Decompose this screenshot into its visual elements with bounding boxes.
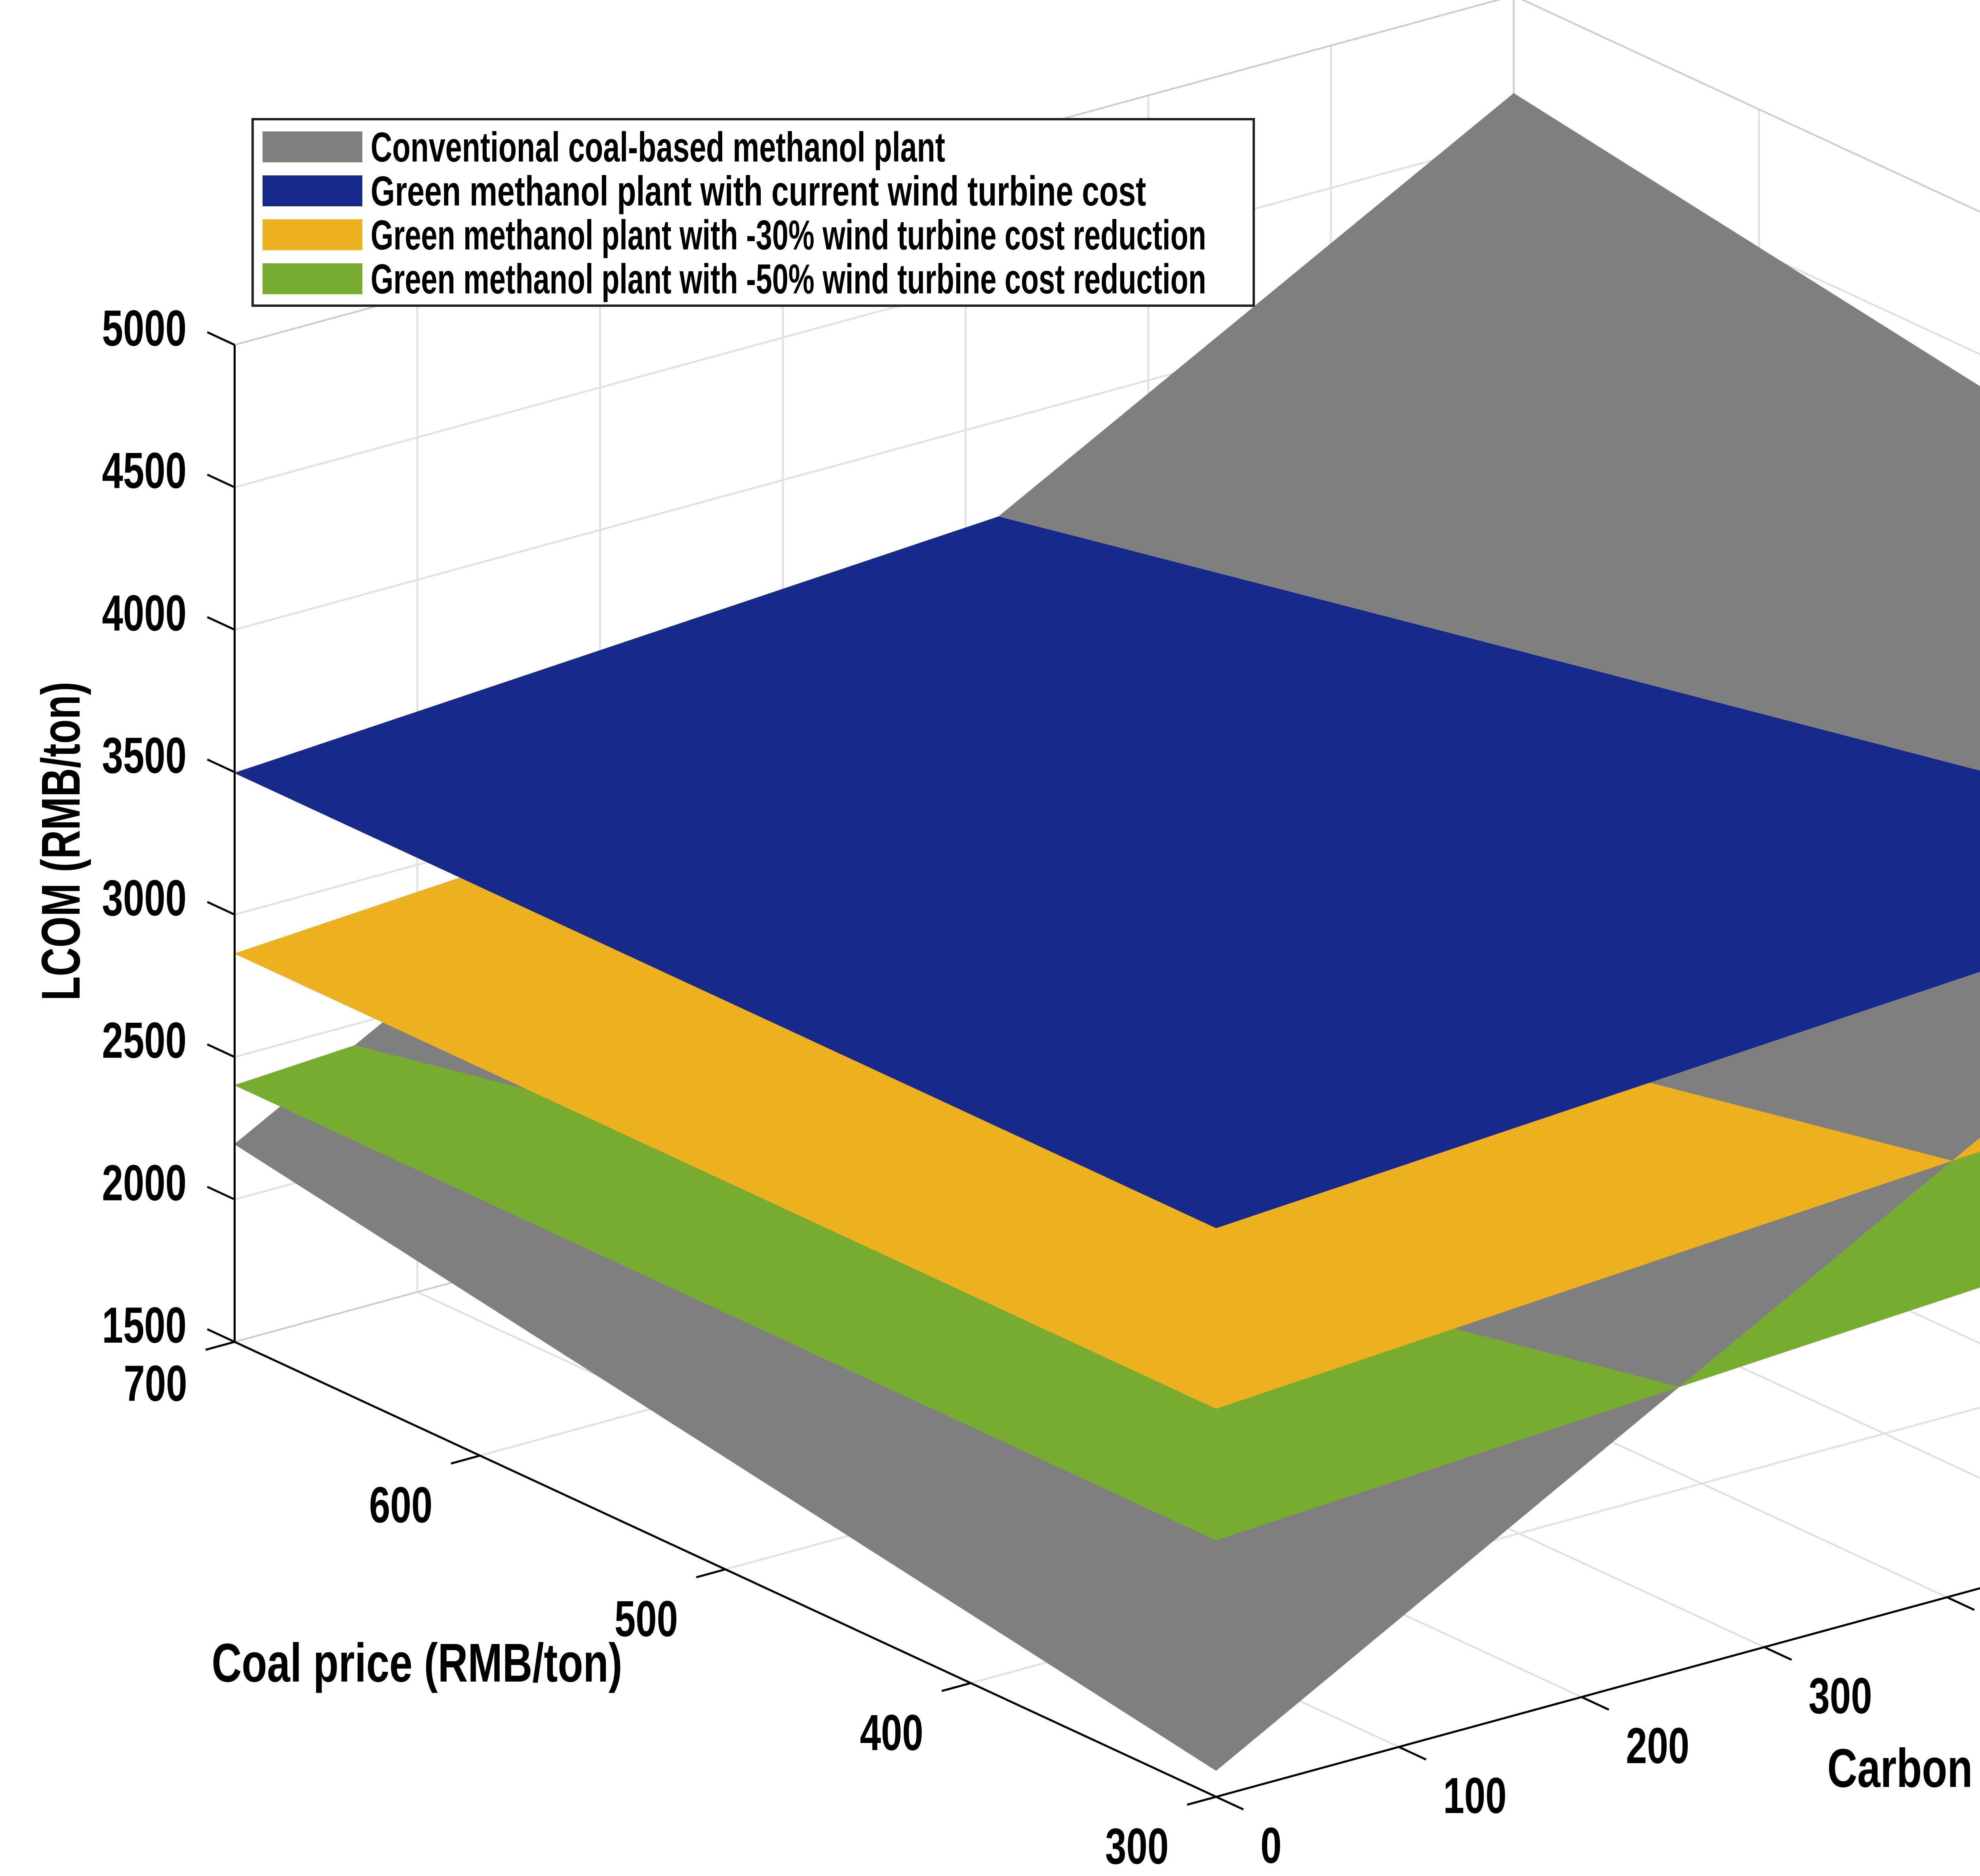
svg-text:300: 300 (1809, 1668, 1872, 1724)
svg-text:Green methanol plant with curr: Green methanol plant with current wind t… (371, 167, 1146, 215)
svg-text:2000: 2000 (102, 1155, 187, 1211)
svg-text:500: 500 (615, 1591, 678, 1647)
svg-text:3000: 3000 (102, 870, 187, 927)
svg-text:4500: 4500 (102, 442, 187, 499)
svg-text:1500: 1500 (102, 1297, 187, 1354)
svg-text:Carbon tax (RMB/tonCO2): Carbon tax (RMB/tonCO2) (1827, 1737, 1980, 1798)
svg-text:100: 100 (1443, 1768, 1506, 1824)
svg-text:3500: 3500 (102, 727, 187, 784)
svg-text:200: 200 (1626, 1718, 1689, 1774)
svg-text:300: 300 (1105, 1818, 1169, 1874)
svg-text:LCOM (RMB/ton): LCOM (RMB/ton) (30, 682, 91, 1001)
svg-text:Green methanol plant with -30%: Green methanol plant with -30% wind turb… (371, 212, 1206, 259)
svg-text:2500: 2500 (102, 1012, 187, 1069)
svg-text:700: 700 (124, 1355, 187, 1412)
svg-text:Green methanol plant with -50%: Green methanol plant with -50% wind turb… (371, 256, 1206, 303)
svg-text:600: 600 (369, 1477, 432, 1534)
svg-text:4000: 4000 (102, 585, 187, 641)
svg-text:Conventional coal-based methan: Conventional coal-based methanol plant (371, 124, 945, 171)
svg-text:Coal price (RMB/ton): Coal price (RMB/ton) (212, 1632, 623, 1693)
svg-text:5000: 5000 (102, 300, 187, 357)
svg-text:400: 400 (860, 1704, 923, 1761)
svg-text:0: 0 (1260, 1817, 1281, 1874)
